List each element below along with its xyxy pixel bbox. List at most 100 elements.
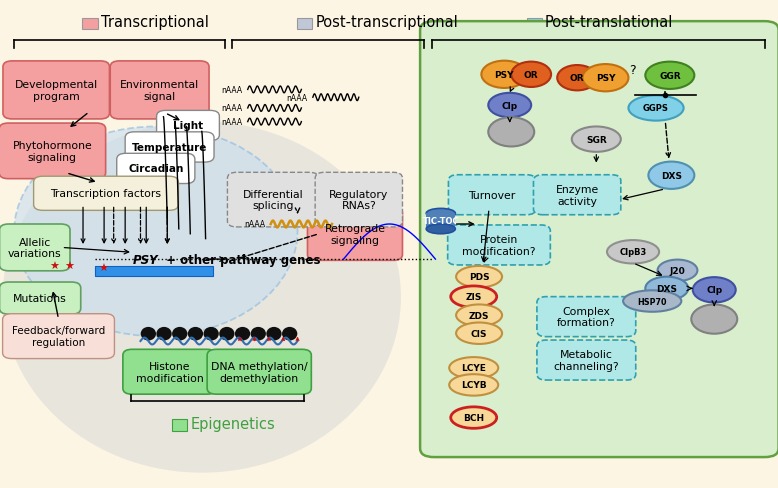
FancyBboxPatch shape bbox=[123, 349, 216, 394]
Text: Turnover: Turnover bbox=[468, 190, 516, 201]
Text: Retrograde
signaling: Retrograde signaling bbox=[324, 224, 385, 245]
Ellipse shape bbox=[426, 209, 455, 219]
Text: ★: ★ bbox=[49, 262, 59, 272]
FancyBboxPatch shape bbox=[3, 62, 110, 120]
Text: BCH: BCH bbox=[463, 413, 484, 422]
Ellipse shape bbox=[235, 327, 251, 341]
Ellipse shape bbox=[692, 305, 738, 334]
Text: GGR: GGR bbox=[659, 72, 681, 81]
FancyBboxPatch shape bbox=[537, 297, 636, 337]
Text: ?: ? bbox=[629, 64, 636, 77]
FancyBboxPatch shape bbox=[82, 19, 97, 30]
Ellipse shape bbox=[219, 327, 234, 341]
Text: LCYE: LCYE bbox=[461, 364, 486, 372]
Text: J20: J20 bbox=[670, 266, 685, 275]
Text: Mutations: Mutations bbox=[13, 293, 67, 304]
Text: Histone
modification: Histone modification bbox=[135, 361, 204, 383]
Text: DXS: DXS bbox=[657, 285, 678, 293]
FancyBboxPatch shape bbox=[117, 154, 194, 184]
Ellipse shape bbox=[645, 62, 694, 90]
Text: + other pathway genes: + other pathway genes bbox=[162, 253, 321, 266]
Text: Feedback/forward
regulation: Feedback/forward regulation bbox=[12, 325, 105, 347]
FancyBboxPatch shape bbox=[426, 214, 455, 229]
Text: Post-transcriptional: Post-transcriptional bbox=[315, 15, 458, 30]
Text: PSY: PSY bbox=[596, 74, 615, 83]
Text: GGPS: GGPS bbox=[643, 104, 669, 113]
Text: Enzyme
activity: Enzyme activity bbox=[555, 184, 599, 206]
FancyBboxPatch shape bbox=[172, 419, 187, 431]
Text: DNA methylation/
demethylation: DNA methylation/ demethylation bbox=[211, 361, 307, 383]
FancyBboxPatch shape bbox=[0, 124, 106, 179]
Ellipse shape bbox=[511, 62, 551, 88]
Text: Protein
modification?: Protein modification? bbox=[462, 235, 536, 256]
Ellipse shape bbox=[456, 305, 502, 326]
FancyBboxPatch shape bbox=[0, 224, 70, 271]
Text: Circadian: Circadian bbox=[128, 164, 184, 174]
Text: Metabolic
channeling?: Metabolic channeling? bbox=[553, 349, 619, 371]
Ellipse shape bbox=[141, 327, 156, 341]
Text: HSP70: HSP70 bbox=[637, 297, 667, 306]
Text: CIS: CIS bbox=[471, 329, 487, 338]
Text: nAAA: nAAA bbox=[221, 104, 243, 113]
Text: Clp: Clp bbox=[502, 102, 518, 110]
Text: Light: Light bbox=[173, 121, 203, 131]
Text: LCYB: LCYB bbox=[461, 381, 486, 389]
Ellipse shape bbox=[693, 278, 736, 303]
Text: ★: ★ bbox=[65, 262, 74, 272]
Text: Environmental
signal: Environmental signal bbox=[120, 80, 199, 102]
Text: Temperature: Temperature bbox=[132, 142, 207, 153]
FancyBboxPatch shape bbox=[447, 225, 550, 265]
FancyBboxPatch shape bbox=[534, 175, 621, 215]
Text: Post-translational: Post-translational bbox=[545, 15, 673, 30]
Text: ZDS: ZDS bbox=[469, 311, 489, 320]
Ellipse shape bbox=[449, 357, 498, 379]
Text: Regulatory
RNAs?: Regulatory RNAs? bbox=[329, 189, 388, 211]
Ellipse shape bbox=[557, 66, 597, 91]
Ellipse shape bbox=[489, 94, 531, 118]
Ellipse shape bbox=[450, 407, 496, 428]
FancyBboxPatch shape bbox=[94, 267, 213, 277]
Ellipse shape bbox=[629, 96, 684, 122]
Ellipse shape bbox=[645, 277, 689, 301]
Ellipse shape bbox=[482, 61, 527, 89]
Ellipse shape bbox=[572, 127, 621, 153]
FancyBboxPatch shape bbox=[537, 340, 636, 380]
FancyBboxPatch shape bbox=[0, 283, 81, 315]
Ellipse shape bbox=[456, 266, 502, 288]
Text: TIC-TOC: TIC-TOC bbox=[422, 216, 459, 225]
FancyBboxPatch shape bbox=[2, 314, 114, 359]
Text: nAAA: nAAA bbox=[221, 86, 243, 95]
FancyBboxPatch shape bbox=[110, 62, 209, 120]
Ellipse shape bbox=[204, 327, 219, 341]
FancyBboxPatch shape bbox=[33, 177, 178, 211]
Text: Developmental
program: Developmental program bbox=[15, 80, 98, 102]
Text: PSY: PSY bbox=[495, 71, 514, 80]
Text: ZIS: ZIS bbox=[465, 292, 482, 302]
Text: PSY: PSY bbox=[133, 253, 159, 266]
Ellipse shape bbox=[14, 127, 297, 336]
Ellipse shape bbox=[648, 162, 694, 189]
Text: Differential
splicing: Differential splicing bbox=[243, 189, 303, 211]
FancyBboxPatch shape bbox=[448, 175, 536, 215]
Ellipse shape bbox=[607, 241, 659, 264]
Text: OR: OR bbox=[569, 74, 584, 83]
Ellipse shape bbox=[450, 286, 496, 308]
Text: Transcriptional: Transcriptional bbox=[100, 15, 209, 30]
FancyBboxPatch shape bbox=[296, 19, 312, 30]
FancyBboxPatch shape bbox=[227, 173, 319, 227]
Ellipse shape bbox=[583, 65, 629, 92]
Text: Clp: Clp bbox=[706, 286, 722, 295]
Ellipse shape bbox=[426, 224, 455, 234]
Ellipse shape bbox=[489, 118, 534, 147]
Text: OR: OR bbox=[524, 71, 538, 80]
Ellipse shape bbox=[449, 374, 498, 396]
Text: Allelic
variations: Allelic variations bbox=[8, 237, 61, 259]
Ellipse shape bbox=[172, 327, 187, 341]
Text: ★: ★ bbox=[98, 264, 108, 273]
Text: nAAA: nAAA bbox=[221, 118, 243, 127]
Text: nAAA: nAAA bbox=[286, 94, 307, 102]
Ellipse shape bbox=[282, 327, 297, 341]
FancyBboxPatch shape bbox=[527, 19, 542, 30]
FancyBboxPatch shape bbox=[207, 349, 311, 394]
FancyBboxPatch shape bbox=[315, 173, 402, 227]
